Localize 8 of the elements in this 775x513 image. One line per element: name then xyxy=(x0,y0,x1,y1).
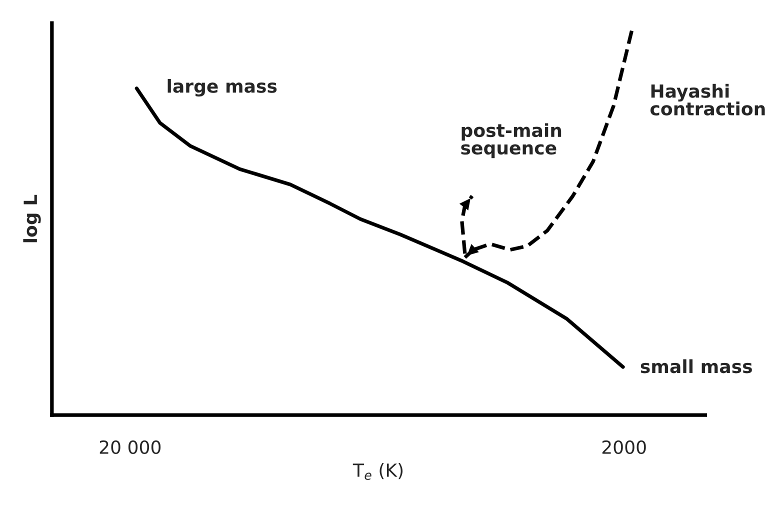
x-tick-label: 20 000 xyxy=(100,440,161,454)
annotation: small mass xyxy=(640,359,752,374)
y-axis-title: log L xyxy=(23,194,41,242)
annotation: large mass xyxy=(168,78,277,97)
x-axis-title: T$_{e}$ (K) xyxy=(352,463,403,480)
annotation: Hayashi contraction xyxy=(650,84,765,116)
x-tick-label: 2000 xyxy=(602,440,646,454)
annotation: post-main sequence xyxy=(461,123,562,158)
